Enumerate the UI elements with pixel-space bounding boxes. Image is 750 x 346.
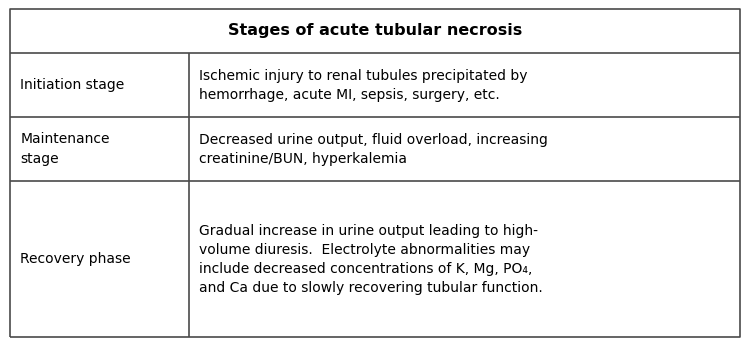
Text: Initiation stage: Initiation stage: [20, 78, 125, 92]
Text: Maintenance
stage: Maintenance stage: [20, 133, 110, 166]
Text: Ischemic injury to renal tubules precipitated by
hemorrhage, acute MI, sepsis, s: Ischemic injury to renal tubules precipi…: [200, 69, 528, 101]
Text: Stages of acute tubular necrosis: Stages of acute tubular necrosis: [228, 23, 522, 38]
Text: Gradual increase in urine output leading to high-
volume diuresis.  Electrolyte : Gradual increase in urine output leading…: [200, 224, 543, 295]
Text: Decreased urine output, fluid overload, increasing
creatinine/BUN, hyperkalemia: Decreased urine output, fluid overload, …: [200, 133, 548, 166]
Text: Recovery phase: Recovery phase: [20, 252, 130, 266]
